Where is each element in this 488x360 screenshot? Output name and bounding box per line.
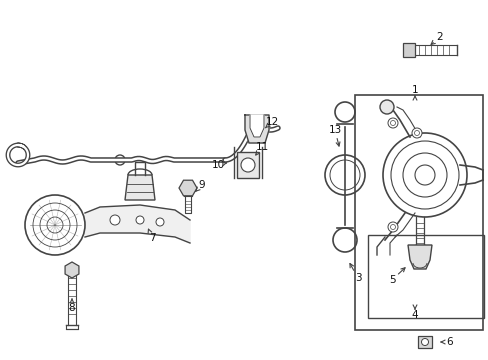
Polygon shape — [125, 175, 155, 200]
Text: 11: 11 — [255, 142, 268, 152]
Polygon shape — [402, 43, 414, 57]
Circle shape — [156, 218, 163, 226]
Circle shape — [241, 158, 254, 172]
Circle shape — [110, 215, 120, 225]
Text: 6: 6 — [446, 337, 452, 347]
Polygon shape — [244, 115, 268, 143]
Polygon shape — [179, 180, 197, 196]
Text: 4: 4 — [411, 310, 417, 320]
Circle shape — [115, 155, 125, 165]
Text: 3: 3 — [354, 273, 361, 283]
Text: 9: 9 — [198, 180, 205, 190]
Text: 2: 2 — [436, 32, 443, 42]
Circle shape — [136, 216, 143, 224]
Text: 12: 12 — [265, 117, 278, 127]
Bar — [237, 152, 259, 178]
Bar — [354, 95, 482, 330]
Text: 7: 7 — [148, 233, 155, 243]
Polygon shape — [85, 205, 190, 243]
Circle shape — [411, 128, 421, 138]
Bar — [367, 235, 483, 318]
Text: 5: 5 — [388, 275, 394, 285]
Circle shape — [421, 338, 427, 346]
Circle shape — [387, 222, 397, 232]
Text: 10: 10 — [211, 160, 224, 170]
Circle shape — [379, 100, 393, 114]
Circle shape — [25, 195, 85, 255]
Text: 1: 1 — [411, 85, 417, 95]
Text: 8: 8 — [68, 303, 75, 313]
Text: 13: 13 — [328, 125, 341, 135]
Bar — [417, 336, 431, 348]
Polygon shape — [407, 245, 431, 269]
Polygon shape — [65, 262, 79, 278]
Polygon shape — [249, 115, 264, 137]
Circle shape — [387, 118, 397, 128]
